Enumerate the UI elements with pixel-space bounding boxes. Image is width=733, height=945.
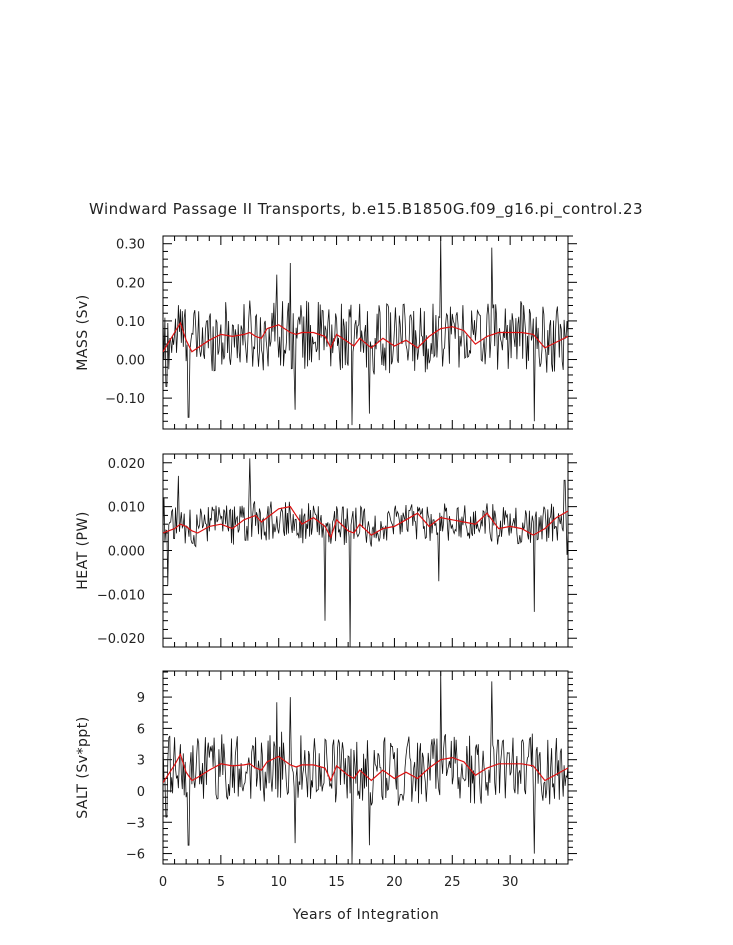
- x-tick-label: 0: [159, 875, 167, 890]
- y-tick-label: 0.20: [116, 276, 145, 291]
- plot-frame: [162, 453, 569, 648]
- smoothed-series-line: [163, 753, 568, 783]
- panel-1: −0.10 0.00 0.10 0.20 0.30 MASS (Sv): [75, 235, 577, 430]
- y-tick-label: −0.010: [97, 588, 145, 603]
- y-tick-label: −6: [126, 848, 145, 863]
- x-tick-label: 10: [270, 875, 287, 890]
- y-tick-label: −0.10: [105, 392, 145, 407]
- y-tick-label: 0.020: [108, 457, 145, 472]
- y-tick-label: −0.020: [97, 632, 145, 647]
- monthly-series-line: [163, 458, 568, 647]
- y-axis-label: SALT (Sv*ppt): [75, 716, 91, 818]
- x-tick-label: 30: [502, 875, 519, 890]
- y-tick-label: −3: [126, 816, 145, 831]
- y-tick-label: 3: [137, 754, 145, 769]
- smoothed-series-line: [163, 505, 568, 539]
- panel-3: −6 −3 0 3 6 9 SALT (Sv*ppt) 0 5 10 15 20 25 30: [75, 670, 577, 890]
- smoothed-series-line: [163, 321, 568, 353]
- y-tick-label: 0.010: [108, 501, 145, 516]
- y-tick-label: 0.30: [116, 238, 145, 253]
- y-tick-label: 0.10: [116, 315, 145, 330]
- x-tick-label: 25: [444, 875, 461, 890]
- y-tick-label: 6: [137, 722, 145, 737]
- y-tick-label: 0: [137, 785, 145, 800]
- panel-2: −0.020 −0.010 0.000 0.010 0.020 HEAT (PW): [75, 453, 577, 648]
- x-axis-label: Years of Integration: [292, 907, 439, 923]
- y-tick-label: 9: [137, 691, 145, 706]
- y-axis-label: MASS (Sv): [75, 294, 91, 370]
- x-tick-label: 15: [328, 875, 345, 890]
- y-tick-label: 0.000: [108, 545, 145, 560]
- y-tick-label: 0.00: [116, 354, 145, 369]
- x-tick-label: 20: [386, 875, 403, 890]
- chart-title: Windward Passage II Transports, b.e15.B1…: [89, 200, 643, 219]
- y-axis-label: HEAT (PW): [75, 511, 91, 590]
- x-tick-label: 5: [217, 875, 225, 890]
- monthly-series-line: [163, 671, 568, 864]
- monthly-series-line: [163, 236, 568, 426]
